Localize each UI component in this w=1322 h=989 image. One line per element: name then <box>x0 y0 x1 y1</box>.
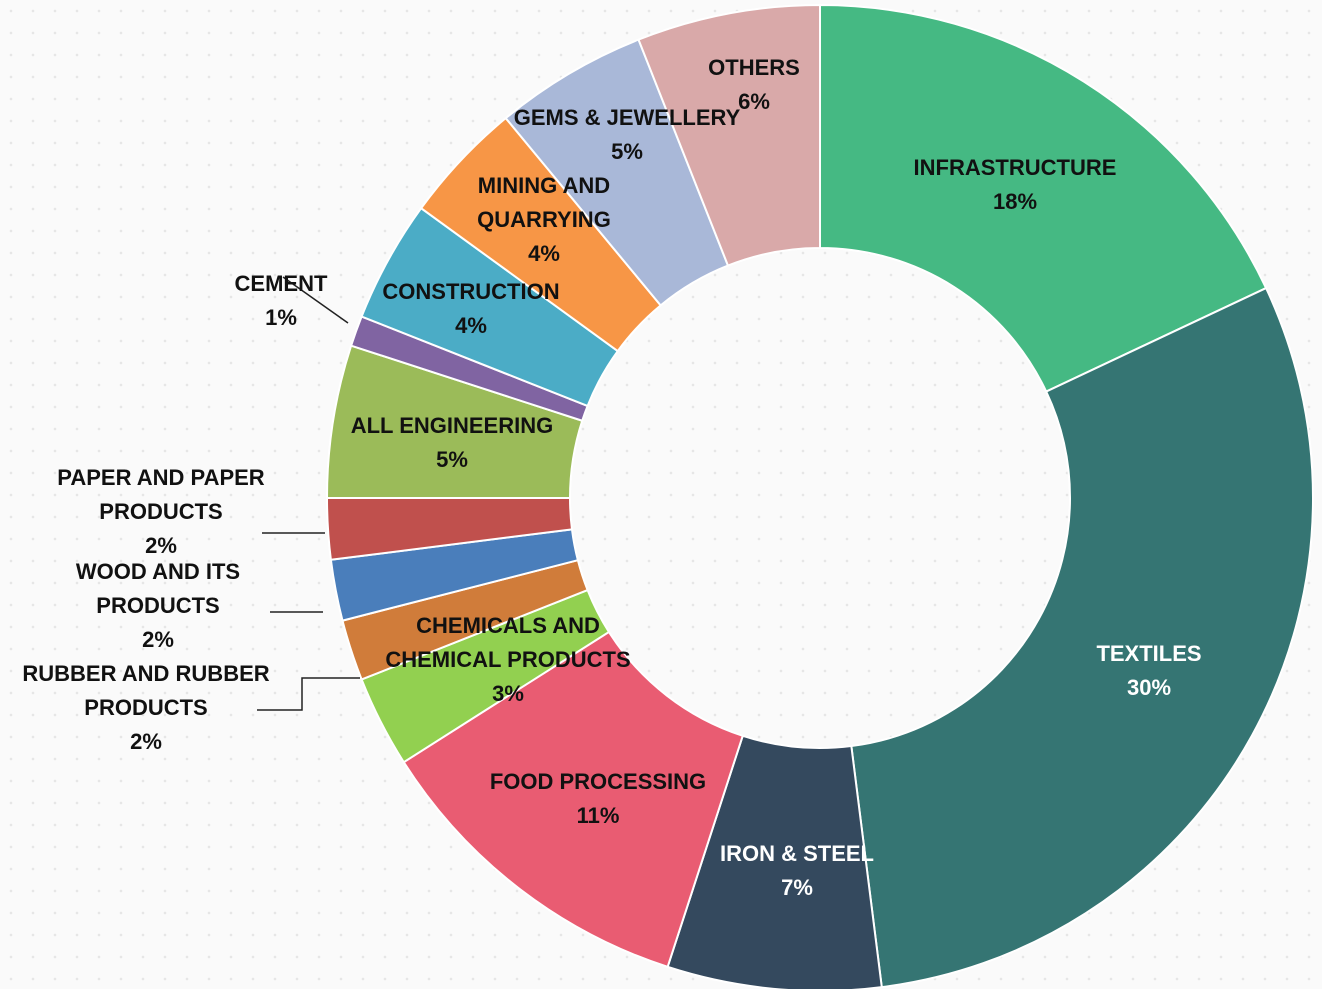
category-name: GEMS & JEWELLERY <box>513 105 741 130</box>
slice-label: CEMENT 1% <box>221 267 341 335</box>
slice-label: ALL ENGINEERING 5% <box>337 409 567 477</box>
value-label: 3% <box>492 681 524 706</box>
category-name: TEXTILES <box>1096 641 1202 666</box>
leader-line <box>257 677 360 711</box>
category-name: IRON & STEEL <box>719 841 874 866</box>
value-label: 18% <box>992 189 1038 214</box>
slice-label: INFRASTRUCTURE 18% <box>885 151 1145 219</box>
category-name: WOOD AND ITS PRODUCTS <box>75 559 241 618</box>
category-name: OTHERS <box>708 55 800 80</box>
value-label: 30% <box>1126 675 1172 700</box>
slice-label: RUBBER AND RUBBER PRODUCTS 2% <box>6 657 286 759</box>
slice-label: GEMS & JEWELLERY 5% <box>502 101 752 169</box>
value-label: 2% <box>142 627 174 652</box>
category-name: FOOD PROCESSING <box>489 769 707 794</box>
slice-label: IRON & STEEL 7% <box>707 837 887 905</box>
value-label: 5% <box>436 447 468 472</box>
slice-label: OTHERS 6% <box>694 51 814 119</box>
donut-slice <box>402 630 745 969</box>
slice-label: WOOD AND ITS PRODUCTS 2% <box>58 555 258 657</box>
category-name: INFRASTRUCTURE <box>913 155 1117 180</box>
value-label: 2% <box>145 533 177 558</box>
value-label: 5% <box>611 139 643 164</box>
slice-label: FOOD PROCESSING 11% <box>468 765 728 833</box>
value-label: 4% <box>528 241 560 266</box>
category-name: CHEMICALS AND CHEMICAL PRODUCTS <box>385 613 631 672</box>
category-name: CONSTRUCTION <box>382 279 560 304</box>
value-label: 4% <box>455 313 487 338</box>
slice-label: PAPER AND PAPER PRODUCTS 2% <box>41 461 281 563</box>
category-name: RUBBER AND RUBBER PRODUCTS <box>22 661 270 720</box>
slice-label: MINING AND QUARRYING 4% <box>459 169 629 271</box>
category-name: PAPER AND PAPER PRODUCTS <box>57 465 265 524</box>
category-name: MINING AND QUARRYING <box>477 173 611 232</box>
leader-line <box>282 276 349 324</box>
slice-label: CHEMICALS AND CHEMICAL PRODUCTS 3% <box>373 609 643 711</box>
slices <box>325 3 1314 989</box>
category-name: CEMENT <box>234 271 328 296</box>
value-label: 11% <box>576 803 620 828</box>
donut-slice <box>819 3 1268 393</box>
value-label: 6% <box>738 89 770 114</box>
donut-slice <box>850 286 1314 989</box>
category-name: ALL ENGINEERING <box>350 413 554 438</box>
donut-slice <box>637 3 821 267</box>
value-label: 1% <box>265 305 297 330</box>
leader-lines <box>257 276 360 711</box>
value-label: 7% <box>781 875 813 900</box>
value-label: 2% <box>130 729 162 754</box>
slice-label: CONSTRUCTION 4% <box>371 275 571 343</box>
slice-label: TEXTILES 30% <box>1049 637 1249 705</box>
